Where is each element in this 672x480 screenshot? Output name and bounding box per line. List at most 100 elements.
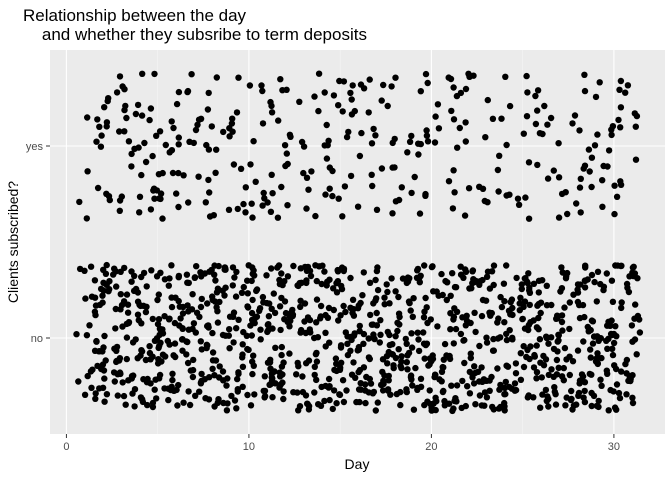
data-point xyxy=(203,341,210,348)
data-point xyxy=(258,82,265,89)
data-point xyxy=(175,169,182,177)
data-point xyxy=(424,138,432,145)
data-point xyxy=(313,277,320,285)
data-point xyxy=(313,296,321,303)
data-point xyxy=(515,201,523,208)
data-point xyxy=(231,274,238,281)
data-point xyxy=(296,279,303,287)
data-point xyxy=(379,368,386,376)
data-point xyxy=(295,363,302,370)
data-point xyxy=(342,329,349,336)
data-point xyxy=(137,302,144,310)
data-point xyxy=(147,105,155,112)
data-point xyxy=(233,268,240,276)
data-point xyxy=(507,311,514,318)
data-point xyxy=(323,155,331,162)
data-point xyxy=(123,114,130,122)
data-point xyxy=(587,354,594,361)
data-point xyxy=(534,107,541,114)
data-point xyxy=(450,340,457,347)
data-point xyxy=(497,334,504,341)
data-point xyxy=(75,378,82,385)
data-point xyxy=(617,77,625,85)
data-point xyxy=(228,120,236,127)
data-point xyxy=(338,285,346,293)
data-point xyxy=(339,108,346,115)
data-point xyxy=(191,274,198,281)
data-point xyxy=(274,214,282,221)
data-point xyxy=(407,307,414,314)
data-point xyxy=(581,87,589,95)
data-point xyxy=(155,316,163,323)
data-point xyxy=(355,302,362,309)
data-point xyxy=(631,270,639,277)
series-yes xyxy=(76,70,641,222)
data-point xyxy=(559,327,566,334)
data-point xyxy=(81,267,88,274)
data-point xyxy=(94,184,102,192)
data-point xyxy=(250,352,257,359)
data-point xyxy=(212,357,220,364)
data-point xyxy=(333,367,340,375)
data-point xyxy=(305,186,312,193)
data-point xyxy=(319,262,326,269)
data-point xyxy=(113,89,121,96)
data-point xyxy=(321,397,328,405)
data-point xyxy=(136,193,144,200)
data-point xyxy=(166,149,173,156)
data-point xyxy=(240,200,247,208)
data-point xyxy=(547,114,555,122)
data-point xyxy=(299,373,306,380)
data-point xyxy=(625,377,632,384)
data-point xyxy=(451,397,458,405)
data-point xyxy=(97,143,105,150)
data-point xyxy=(266,300,273,307)
data-point xyxy=(229,264,237,271)
data-point xyxy=(121,264,128,272)
data-point xyxy=(300,143,308,150)
data-point xyxy=(421,355,428,362)
data-point xyxy=(239,383,246,390)
data-point xyxy=(504,363,512,370)
data-point xyxy=(592,93,600,101)
data-point xyxy=(523,72,530,80)
data-point xyxy=(87,263,95,270)
data-point xyxy=(164,337,171,345)
data-point xyxy=(343,387,350,394)
data-point xyxy=(378,97,385,104)
data-point xyxy=(390,362,397,369)
data-point xyxy=(337,312,344,319)
data-point xyxy=(503,336,511,344)
data-point xyxy=(517,294,524,301)
data-point xyxy=(119,323,126,330)
data-point xyxy=(588,183,595,191)
data-point xyxy=(450,167,457,174)
data-point xyxy=(526,301,533,309)
data-point xyxy=(139,398,147,406)
x-axis-title: Day xyxy=(345,456,370,472)
data-point xyxy=(362,399,369,407)
data-point xyxy=(415,336,422,343)
data-point xyxy=(223,382,230,389)
data-point xyxy=(347,274,354,282)
data-point xyxy=(149,399,157,407)
data-point xyxy=(208,266,215,274)
data-point xyxy=(495,188,502,195)
data-point xyxy=(216,363,223,370)
data-point xyxy=(404,352,411,359)
data-point xyxy=(629,399,637,407)
data-point xyxy=(234,205,241,213)
data-point xyxy=(537,404,544,411)
data-point xyxy=(248,309,256,317)
data-point xyxy=(249,264,256,271)
data-point xyxy=(270,290,277,297)
data-point xyxy=(470,380,478,387)
data-point xyxy=(591,333,598,340)
data-point xyxy=(239,351,246,358)
data-point xyxy=(168,303,176,311)
data-point xyxy=(365,389,372,396)
data-point xyxy=(153,395,160,402)
data-point xyxy=(567,396,575,404)
data-point xyxy=(213,289,221,296)
data-point xyxy=(568,387,575,395)
